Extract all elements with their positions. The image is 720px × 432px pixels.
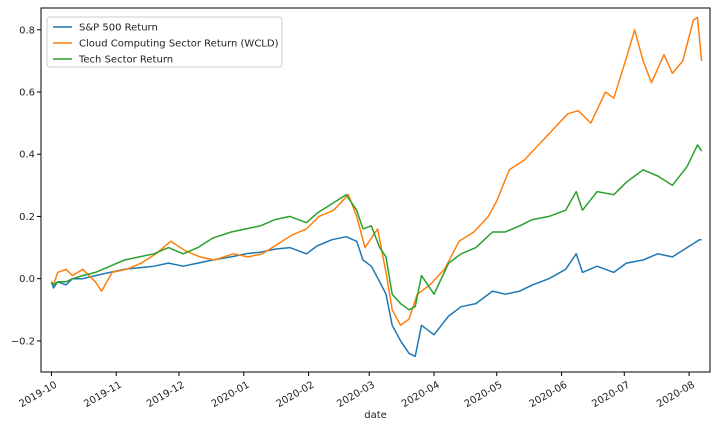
- x-tick-label: 2020-08: [655, 380, 697, 410]
- legend-label-1: Cloud Computing Sector Return (WCLD): [79, 39, 279, 50]
- x-tick-label: 2020-05: [463, 380, 505, 410]
- plot-frame: [40, 7, 711, 373]
- x-tick-label: 2020-04: [400, 380, 442, 410]
- x-tick-label: 2020-01: [210, 380, 252, 410]
- series-line-2: [50, 144, 703, 311]
- y-axis: −0.2 0.0 0.2 0.4 0.6 0.8: [11, 25, 41, 347]
- series-line-0: [50, 235, 702, 358]
- x-axis: 2019-10 2019-11 2019-12 2020-01 2020-02 2020-…: [17, 372, 697, 410]
- x-tick-label: 2020-07: [590, 380, 632, 410]
- legend-box: [46, 16, 283, 68]
- legend: S&P 500 Return Cloud Computing Sector Ret…: [46, 16, 283, 68]
- y-tick-label: 0.4: [19, 150, 35, 161]
- y-tick-label: 0.6: [19, 88, 35, 99]
- y-tick-label: 0.0: [19, 274, 35, 285]
- y-tick-label: 0.8: [19, 25, 35, 36]
- x-axis-title: date: [364, 410, 387, 421]
- plot-lines: [50, 16, 703, 358]
- series-line-1: [50, 16, 703, 327]
- legend-label-2: Tech Sector Return: [78, 55, 173, 66]
- x-tick-label: 2020-06: [528, 380, 570, 410]
- x-tick-label: 2019-12: [145, 380, 187, 410]
- legend-label-0: S&P 500 Return: [79, 23, 158, 34]
- y-tick-label: 0.2: [19, 212, 35, 223]
- x-tick-label: 2020-03: [335, 380, 377, 410]
- x-tick-label: 2020-02: [275, 380, 317, 410]
- x-tick-label: 2019-10: [17, 380, 59, 410]
- y-tick-label: −0.2: [11, 336, 35, 347]
- x-tick-label: 2019-11: [82, 380, 124, 410]
